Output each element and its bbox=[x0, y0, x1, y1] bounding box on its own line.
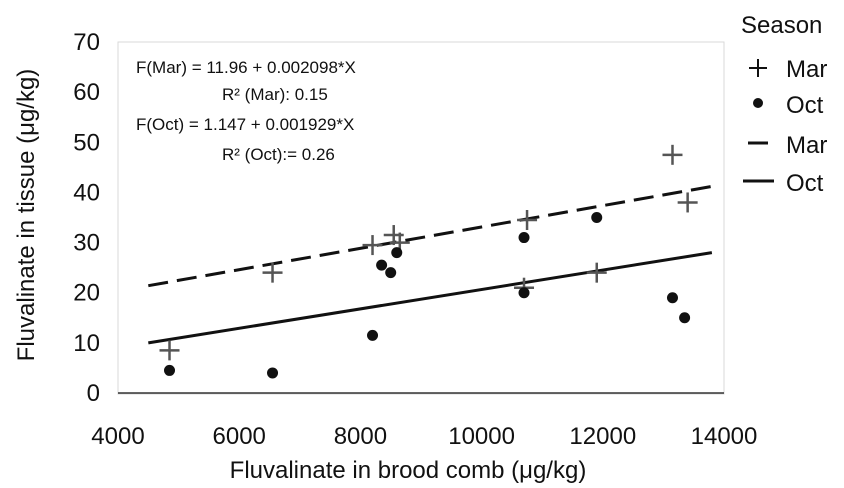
point-mar bbox=[586, 262, 607, 283]
x-tick-label: 6000 bbox=[213, 423, 266, 450]
plot-frame bbox=[117, 41, 725, 395]
point-oct bbox=[391, 247, 403, 259]
y-tick-label: 10 bbox=[73, 330, 100, 357]
oct-r2: R² (Oct):= 0.26 bbox=[222, 145, 335, 164]
legend-label-oct-points: Oct bbox=[786, 92, 824, 119]
point-mar bbox=[517, 210, 538, 231]
point-mar bbox=[159, 340, 180, 361]
legend-label-oct-fit: Oct bbox=[786, 170, 824, 197]
legend: Season Mar Oct Mar Oct bbox=[741, 12, 827, 197]
point-oct bbox=[164, 364, 176, 376]
point-oct bbox=[518, 287, 530, 299]
point-oct bbox=[367, 329, 379, 341]
legend-marker-oct bbox=[753, 98, 763, 108]
x-tick-label: 8000 bbox=[334, 423, 387, 450]
legend-marker-mar bbox=[749, 59, 767, 77]
point-oct bbox=[518, 232, 530, 244]
x-axis-title: Fluvalinate in brood comb (μg/kg) bbox=[230, 457, 587, 484]
y-tick-label: 30 bbox=[73, 230, 100, 257]
point-mar bbox=[262, 262, 283, 283]
legend-label-mar-fit: Mar bbox=[786, 132, 827, 159]
point-oct bbox=[666, 292, 678, 304]
point-mar bbox=[662, 144, 683, 165]
x-tick-label: 10000 bbox=[448, 423, 515, 450]
point-oct bbox=[385, 267, 397, 279]
legend-label-mar-points: Mar bbox=[786, 56, 827, 83]
y-tick-label: 70 bbox=[73, 29, 100, 56]
mar-equation: F(Mar) = 11.96 + 0.002098*X bbox=[136, 58, 356, 77]
legend-title: Season bbox=[741, 12, 822, 39]
x-tick-label: 4000 bbox=[91, 423, 144, 450]
mar-r2: R² (Mar): 0.15 bbox=[222, 85, 328, 104]
point-oct bbox=[267, 367, 279, 379]
fit-equations: F(Mar) = 11.96 + 0.002098*X R² (Mar): 0.… bbox=[136, 58, 356, 164]
point-mar bbox=[677, 192, 698, 213]
fit-line-oct bbox=[148, 251, 713, 345]
point-oct bbox=[591, 212, 603, 223]
x-tick-label: 14000 bbox=[691, 423, 758, 450]
point-oct bbox=[679, 312, 691, 324]
x-tick-label: 12000 bbox=[569, 423, 636, 450]
y-tick-label: 20 bbox=[73, 280, 100, 307]
y-axis-title: Fluvalinate in tissue (μg/kg) bbox=[13, 69, 40, 362]
oct-equation: F(Oct) = 1.147 + 0.001929*X bbox=[136, 115, 354, 134]
y-tick-label: 0 bbox=[87, 380, 100, 407]
fit-line-mar bbox=[148, 184, 713, 288]
y-tick-label: 60 bbox=[73, 79, 100, 106]
point-oct bbox=[376, 259, 388, 271]
y-tick-label: 40 bbox=[73, 179, 100, 206]
point-mar bbox=[362, 235, 383, 256]
y-tick-label: 50 bbox=[73, 129, 100, 156]
